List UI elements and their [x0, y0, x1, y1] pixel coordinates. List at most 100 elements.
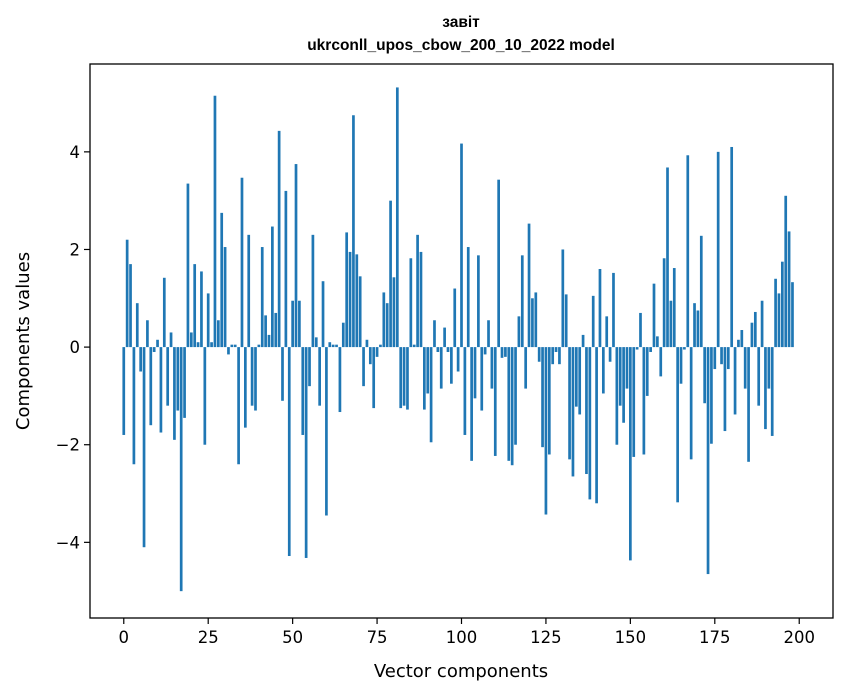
bar — [206, 293, 210, 348]
bar — [770, 347, 774, 436]
bar — [233, 344, 237, 348]
bar — [537, 347, 541, 362]
bar — [574, 347, 578, 407]
y-axis-label: Components values — [13, 252, 34, 430]
bar — [453, 288, 457, 348]
bar — [193, 264, 197, 348]
bar — [446, 347, 450, 352]
bar — [338, 347, 342, 413]
bar — [129, 264, 132, 348]
bar — [716, 151, 720, 348]
bar — [683, 347, 686, 350]
bar — [166, 347, 170, 406]
y-tick-label: −4 — [56, 533, 80, 552]
bar — [480, 347, 484, 411]
bar — [696, 310, 700, 348]
x-tick-label: 0 — [119, 628, 130, 647]
bar — [625, 347, 629, 389]
bar — [473, 347, 477, 399]
bar — [534, 292, 538, 348]
bar — [720, 347, 723, 365]
bar — [254, 347, 257, 411]
bar — [169, 332, 173, 348]
bar — [669, 300, 673, 348]
bar — [524, 347, 528, 389]
bar — [588, 347, 592, 500]
bar — [780, 261, 784, 348]
bar — [497, 179, 500, 348]
bar — [740, 330, 744, 348]
bar — [423, 347, 426, 410]
bar — [304, 347, 308, 558]
bar — [318, 347, 321, 406]
bar — [632, 347, 636, 457]
bar — [291, 300, 294, 348]
bar — [125, 239, 129, 348]
bar — [585, 347, 588, 475]
bar — [733, 347, 737, 415]
bar — [477, 255, 480, 348]
bar — [787, 231, 791, 348]
x-tick-label: 100 — [446, 628, 478, 647]
bar — [271, 226, 274, 348]
bar — [743, 347, 747, 389]
bar — [767, 347, 771, 389]
bar — [152, 347, 156, 352]
x-tick-label: 200 — [783, 628, 815, 647]
bar — [179, 347, 183, 592]
bar — [341, 322, 345, 348]
bar — [237, 347, 240, 465]
x-tick-label: 50 — [282, 628, 303, 647]
bar — [598, 269, 602, 348]
x-tick-label: 75 — [367, 628, 388, 647]
bar — [200, 271, 203, 348]
bar — [159, 347, 163, 433]
bar — [412, 344, 416, 348]
bar — [244, 347, 247, 428]
y-tick-label: −2 — [56, 436, 80, 455]
bars-group — [122, 87, 794, 592]
bar — [321, 281, 325, 348]
bar — [247, 234, 251, 348]
bar — [264, 315, 267, 348]
bar — [429, 347, 433, 443]
bar — [331, 344, 335, 348]
bar — [335, 344, 338, 348]
bar — [385, 303, 389, 348]
bar — [713, 347, 717, 370]
bar — [774, 278, 777, 348]
chart-subtitle: ukrconll_upos_cbow_200_10_2022 model — [307, 37, 615, 54]
bar — [791, 282, 794, 348]
bar — [642, 347, 646, 455]
bar — [666, 167, 669, 348]
bar — [595, 347, 598, 504]
bar — [656, 336, 659, 348]
bar — [514, 347, 517, 445]
bar — [325, 347, 328, 516]
x-tick-label: 125 — [530, 628, 562, 647]
bar — [483, 347, 487, 355]
bar — [686, 155, 690, 348]
y-tick-label: 4 — [70, 143, 81, 162]
bar — [139, 347, 143, 372]
bar — [551, 347, 555, 365]
bar — [456, 347, 460, 372]
bar — [358, 276, 362, 348]
y-tick-label: 0 — [70, 338, 81, 357]
bar — [460, 143, 463, 348]
bar — [328, 342, 332, 348]
bar — [230, 344, 234, 348]
bar — [507, 347, 511, 461]
bar — [490, 347, 494, 389]
bar — [676, 347, 679, 503]
bar — [618, 347, 622, 406]
bar — [561, 249, 565, 348]
bar — [409, 258, 413, 348]
bar — [176, 347, 180, 411]
bar — [395, 87, 399, 348]
bar — [710, 347, 713, 444]
bar — [362, 347, 365, 387]
bar — [558, 347, 561, 365]
bar — [750, 322, 754, 348]
